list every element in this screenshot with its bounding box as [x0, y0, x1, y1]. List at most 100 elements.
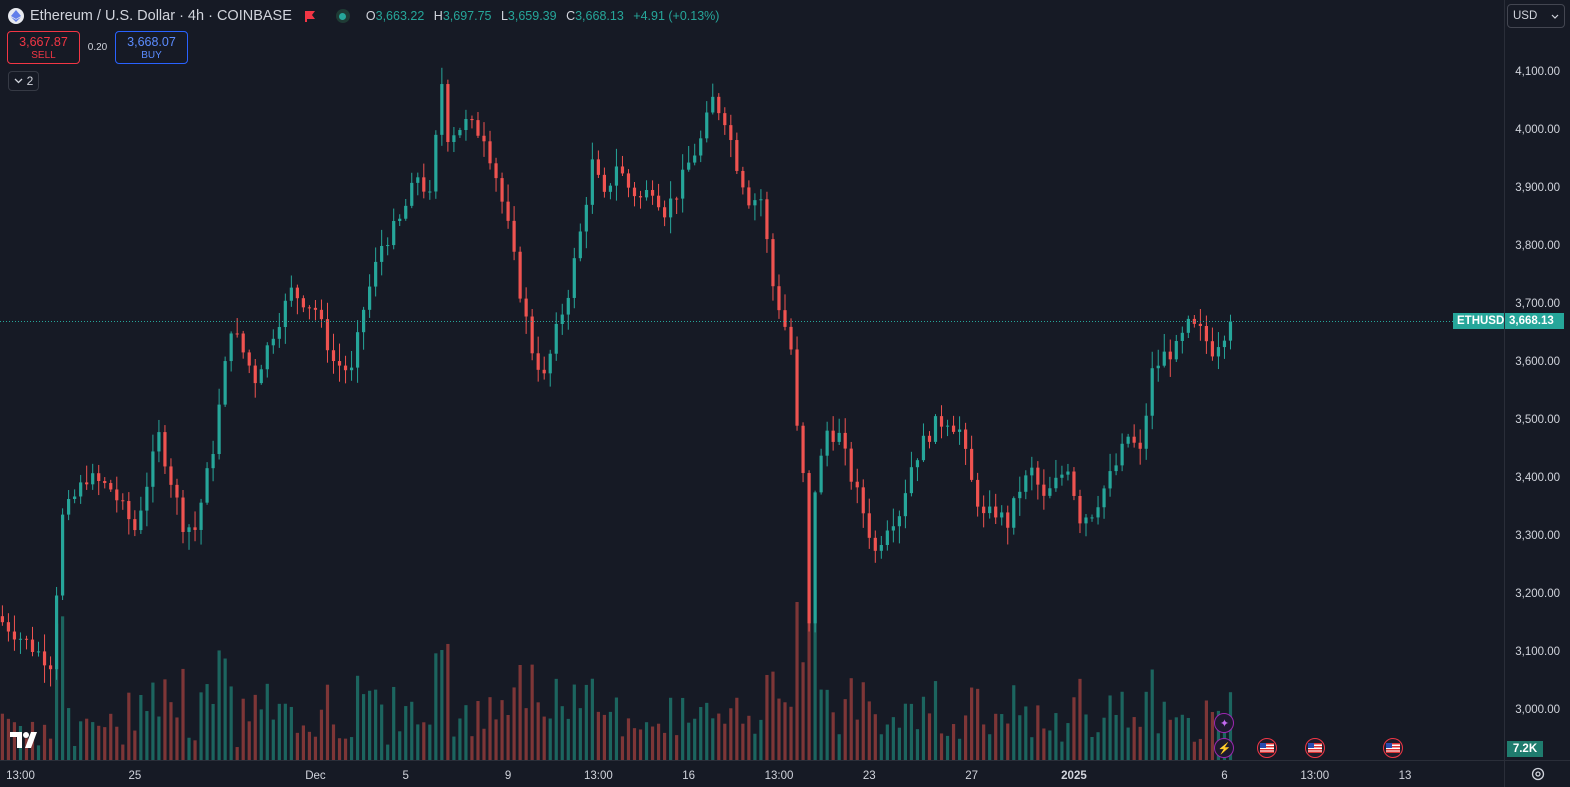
- volume-bar: [1012, 685, 1016, 760]
- candle-body: [452, 135, 456, 143]
- volume-bar: [988, 734, 992, 760]
- volume-bar: [139, 695, 143, 760]
- candle-body: [488, 141, 492, 164]
- sell-button[interactable]: 3,667.87 SELL: [7, 31, 80, 64]
- candle-body: [289, 287, 293, 301]
- tradingview-logo[interactable]: [10, 731, 42, 755]
- candle-body: [73, 496, 77, 500]
- volume-bar: [73, 745, 77, 760]
- us-flag-icon[interactable]: [1304, 738, 1325, 758]
- candle-body: [109, 483, 113, 490]
- candle-body: [524, 298, 528, 317]
- volume-bar: [1096, 732, 1100, 760]
- symbol-title[interactable]: Ethereum / U.S. Dollar · 4h · COINBASE: [30, 8, 292, 24]
- sparkle-icon[interactable]: ✦: [1214, 713, 1235, 733]
- candle-body: [897, 516, 901, 527]
- candle-body: [181, 497, 185, 532]
- us-flag-icon[interactable]: [1383, 738, 1404, 758]
- time-tick-label: 16: [682, 770, 695, 782]
- volume-bar: [1144, 691, 1148, 760]
- candle-body: [656, 195, 661, 208]
- candle-body: [422, 177, 426, 192]
- candle-body: [638, 196, 643, 198]
- volume-bar: [1000, 714, 1004, 760]
- buy-button[interactable]: 3,668.07 BUY: [115, 31, 188, 64]
- volume-bar: [897, 727, 901, 760]
- candle-body: [1042, 484, 1046, 496]
- candle-body: [945, 425, 950, 427]
- candle-body: [434, 134, 438, 192]
- candle-body: [530, 316, 534, 354]
- candle-body: [115, 489, 119, 501]
- open-label: O: [365, 9, 376, 23]
- candle-body: [482, 135, 486, 142]
- chevron-down-icon: [14, 78, 23, 84]
- candle-body: [1060, 474, 1064, 478]
- volume-bar: [566, 718, 570, 760]
- volume-bar: [223, 658, 227, 760]
- lightning-icon[interactable]: ⚡: [1214, 738, 1235, 758]
- indicators-toggle[interactable]: 2: [8, 71, 39, 91]
- volume-bar: [964, 715, 968, 760]
- candle-body: [939, 416, 944, 427]
- volume-bar: [717, 713, 721, 760]
- currency-select[interactable]: USD: [1507, 4, 1565, 28]
- volume-bar: [1006, 723, 1010, 760]
- high-label: H: [433, 9, 443, 23]
- volume-bar: [482, 728, 486, 760]
- volume-bar: [163, 679, 167, 760]
- us-flag-icon[interactable]: [1256, 738, 1277, 758]
- candle-body: [518, 251, 522, 299]
- volume-bar: [1162, 701, 1166, 760]
- change-value: +4.91 (+0.13%): [633, 9, 720, 23]
- volume-bar: [957, 738, 962, 760]
- candle-body: [193, 527, 197, 530]
- volume-bar: [103, 727, 107, 760]
- candle-body: [145, 486, 149, 511]
- candle-body: [1006, 512, 1010, 528]
- candle-body: [265, 345, 269, 370]
- sell-label: SELL: [31, 50, 56, 61]
- candle-body: [1054, 477, 1058, 489]
- price-tick-label: 4,000.00: [1515, 124, 1560, 136]
- candle-body: [801, 425, 805, 474]
- sell-price: 3,667.87: [19, 35, 68, 49]
- price-tick-label: 3,700.00: [1515, 298, 1560, 310]
- candle-body: [663, 207, 667, 218]
- candle-body: [927, 435, 932, 442]
- volume-bar: [1102, 717, 1106, 760]
- volume-bar: [301, 725, 305, 760]
- volume-bar: [410, 701, 414, 760]
- volume-bar: [602, 714, 606, 760]
- candle-body: [1018, 491, 1022, 499]
- volume-bar: [374, 689, 378, 760]
- volume-bar: [295, 732, 299, 760]
- candle-body: [458, 130, 462, 136]
- volume-bar: [440, 650, 444, 760]
- time-tick-label: 13:00: [6, 770, 35, 782]
- candle-body: [614, 166, 619, 186]
- volume-bar: [638, 729, 643, 760]
- volume-bar: [608, 711, 613, 760]
- candle-body: [650, 189, 655, 196]
- candle-body: [259, 369, 263, 384]
- volume-bar: [1168, 719, 1172, 760]
- candle-body: [879, 545, 883, 551]
- flag-icon[interactable]: [304, 10, 316, 22]
- candle-body: [717, 96, 721, 114]
- candle-body: [241, 333, 245, 353]
- volume-bar: [1126, 727, 1130, 760]
- candle-body: [1036, 467, 1040, 485]
- candle-body: [319, 309, 324, 320]
- candle-body: [1186, 318, 1190, 333]
- volume-bar: [1090, 737, 1094, 760]
- volume-bar: [265, 683, 269, 760]
- volume-bar: [1066, 723, 1070, 760]
- time-tick-label: 9: [505, 770, 511, 782]
- price-tick-label: 3,200.00: [1515, 588, 1560, 600]
- candle-body: [669, 198, 673, 218]
- candle-body: [1198, 323, 1202, 326]
- volume-bar: [837, 734, 841, 760]
- gear-icon[interactable]: [1530, 766, 1546, 782]
